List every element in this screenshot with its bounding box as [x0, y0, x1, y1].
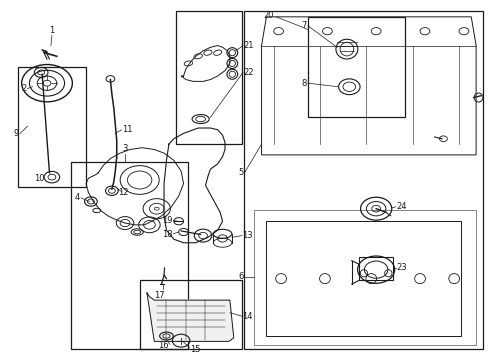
Text: 1: 1	[49, 26, 54, 35]
Text: 20: 20	[263, 10, 273, 19]
Text: 3: 3	[122, 144, 127, 153]
Text: 6: 6	[238, 272, 243, 281]
Text: 8: 8	[301, 79, 306, 88]
Text: 15: 15	[189, 345, 200, 354]
Bar	[18, 67, 86, 187]
Text: 4: 4	[75, 193, 80, 202]
Bar	[140, 280, 242, 348]
Text: 11: 11	[122, 125, 132, 134]
Bar	[307, 17, 405, 117]
Text: 21: 21	[243, 41, 253, 50]
Bar	[254, 211, 475, 345]
Bar	[244, 12, 483, 348]
Bar	[266, 221, 461, 336]
Text: 22: 22	[243, 68, 253, 77]
Text: 14: 14	[242, 312, 252, 321]
Text: 10: 10	[34, 174, 44, 183]
Bar	[358, 257, 392, 280]
Text: 23: 23	[396, 264, 407, 273]
Text: 13: 13	[242, 231, 253, 240]
Bar	[71, 162, 188, 348]
Text: 5: 5	[238, 168, 243, 177]
Text: 7: 7	[301, 21, 306, 30]
Text: 12: 12	[118, 188, 128, 197]
Text: 17: 17	[154, 291, 164, 300]
Polygon shape	[147, 293, 233, 341]
Text: 2: 2	[21, 84, 26, 93]
Text: 9: 9	[14, 129, 19, 138]
Bar	[254, 211, 475, 345]
Text: 19: 19	[162, 216, 172, 225]
Text: 24: 24	[396, 202, 407, 211]
Text: 18: 18	[162, 230, 172, 239]
Bar	[176, 12, 242, 144]
Text: 16: 16	[158, 341, 168, 350]
